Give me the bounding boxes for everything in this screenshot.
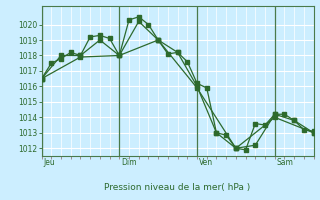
Text: Sam: Sam [276,158,293,167]
Text: Jeu: Jeu [43,158,55,167]
Text: Ven: Ven [199,158,213,167]
Text: Pression niveau de la mer( hPa ): Pression niveau de la mer( hPa ) [104,183,251,192]
Text: Dim: Dim [121,158,136,167]
